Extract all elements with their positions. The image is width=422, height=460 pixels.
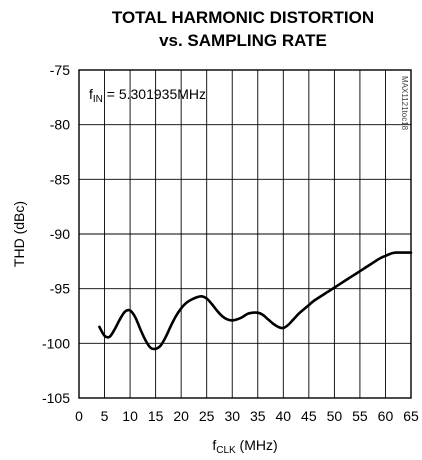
annotation-fin: fIN = 5.301935MHz [89, 86, 206, 105]
y-tick-label: -90 [50, 226, 70, 242]
y-tick-labels: -75 -80 -85 -90 -95 -100 -105 [42, 62, 70, 406]
thd-series-line [98, 251, 413, 351]
watermark-code: MAX1121toc18 [400, 76, 409, 131]
annotation-f: f [89, 86, 93, 102]
chart-title: TOTAL HARMONIC DISTORTION [112, 8, 374, 27]
y-tick-label: -85 [50, 171, 70, 187]
y-tick-label: -95 [50, 281, 70, 297]
x-tick-label: 40 [276, 408, 292, 424]
x-axis-label-unit: (MHz) [236, 437, 278, 453]
x-tick-label: 55 [352, 408, 368, 424]
x-axis-label-sub: CLK [216, 445, 236, 456]
x-tick-label: 25 [199, 408, 215, 424]
x-tick-label: 30 [224, 408, 240, 424]
x-tick-label: 0 [75, 408, 83, 424]
chart-subtitle: vs. SAMPLING RATE [159, 31, 327, 50]
x-tick-label: 60 [378, 408, 394, 424]
y-tick-label: -75 [50, 62, 70, 78]
y-axis-label: THD (dBc) [11, 201, 27, 267]
x-tick-label: 35 [250, 408, 266, 424]
x-axis-label-f: f [212, 437, 216, 453]
y-tick-label: -100 [42, 335, 70, 351]
plot-frame [78, 69, 412, 399]
x-tick-label: 65 [403, 408, 419, 424]
x-tick-label: 5 [101, 408, 109, 424]
x-tick-label: 20 [173, 408, 189, 424]
y-tick-label: -105 [42, 390, 70, 406]
grid-lines [78, 69, 412, 399]
x-tick-label: 15 [148, 408, 164, 424]
x-axis-label: fCLK (MHz) [212, 437, 277, 456]
x-tick-label: 10 [122, 408, 138, 424]
annotation-sub: IN [93, 94, 103, 105]
x-tick-labels: 0 5 10 15 20 25 30 35 40 45 50 55 60 65 [75, 408, 419, 424]
x-tick-label: 45 [301, 408, 317, 424]
x-tick-label: 50 [327, 408, 343, 424]
y-tick-label: -80 [50, 117, 70, 133]
annotation-value: = 5.301935MHz [103, 86, 206, 102]
